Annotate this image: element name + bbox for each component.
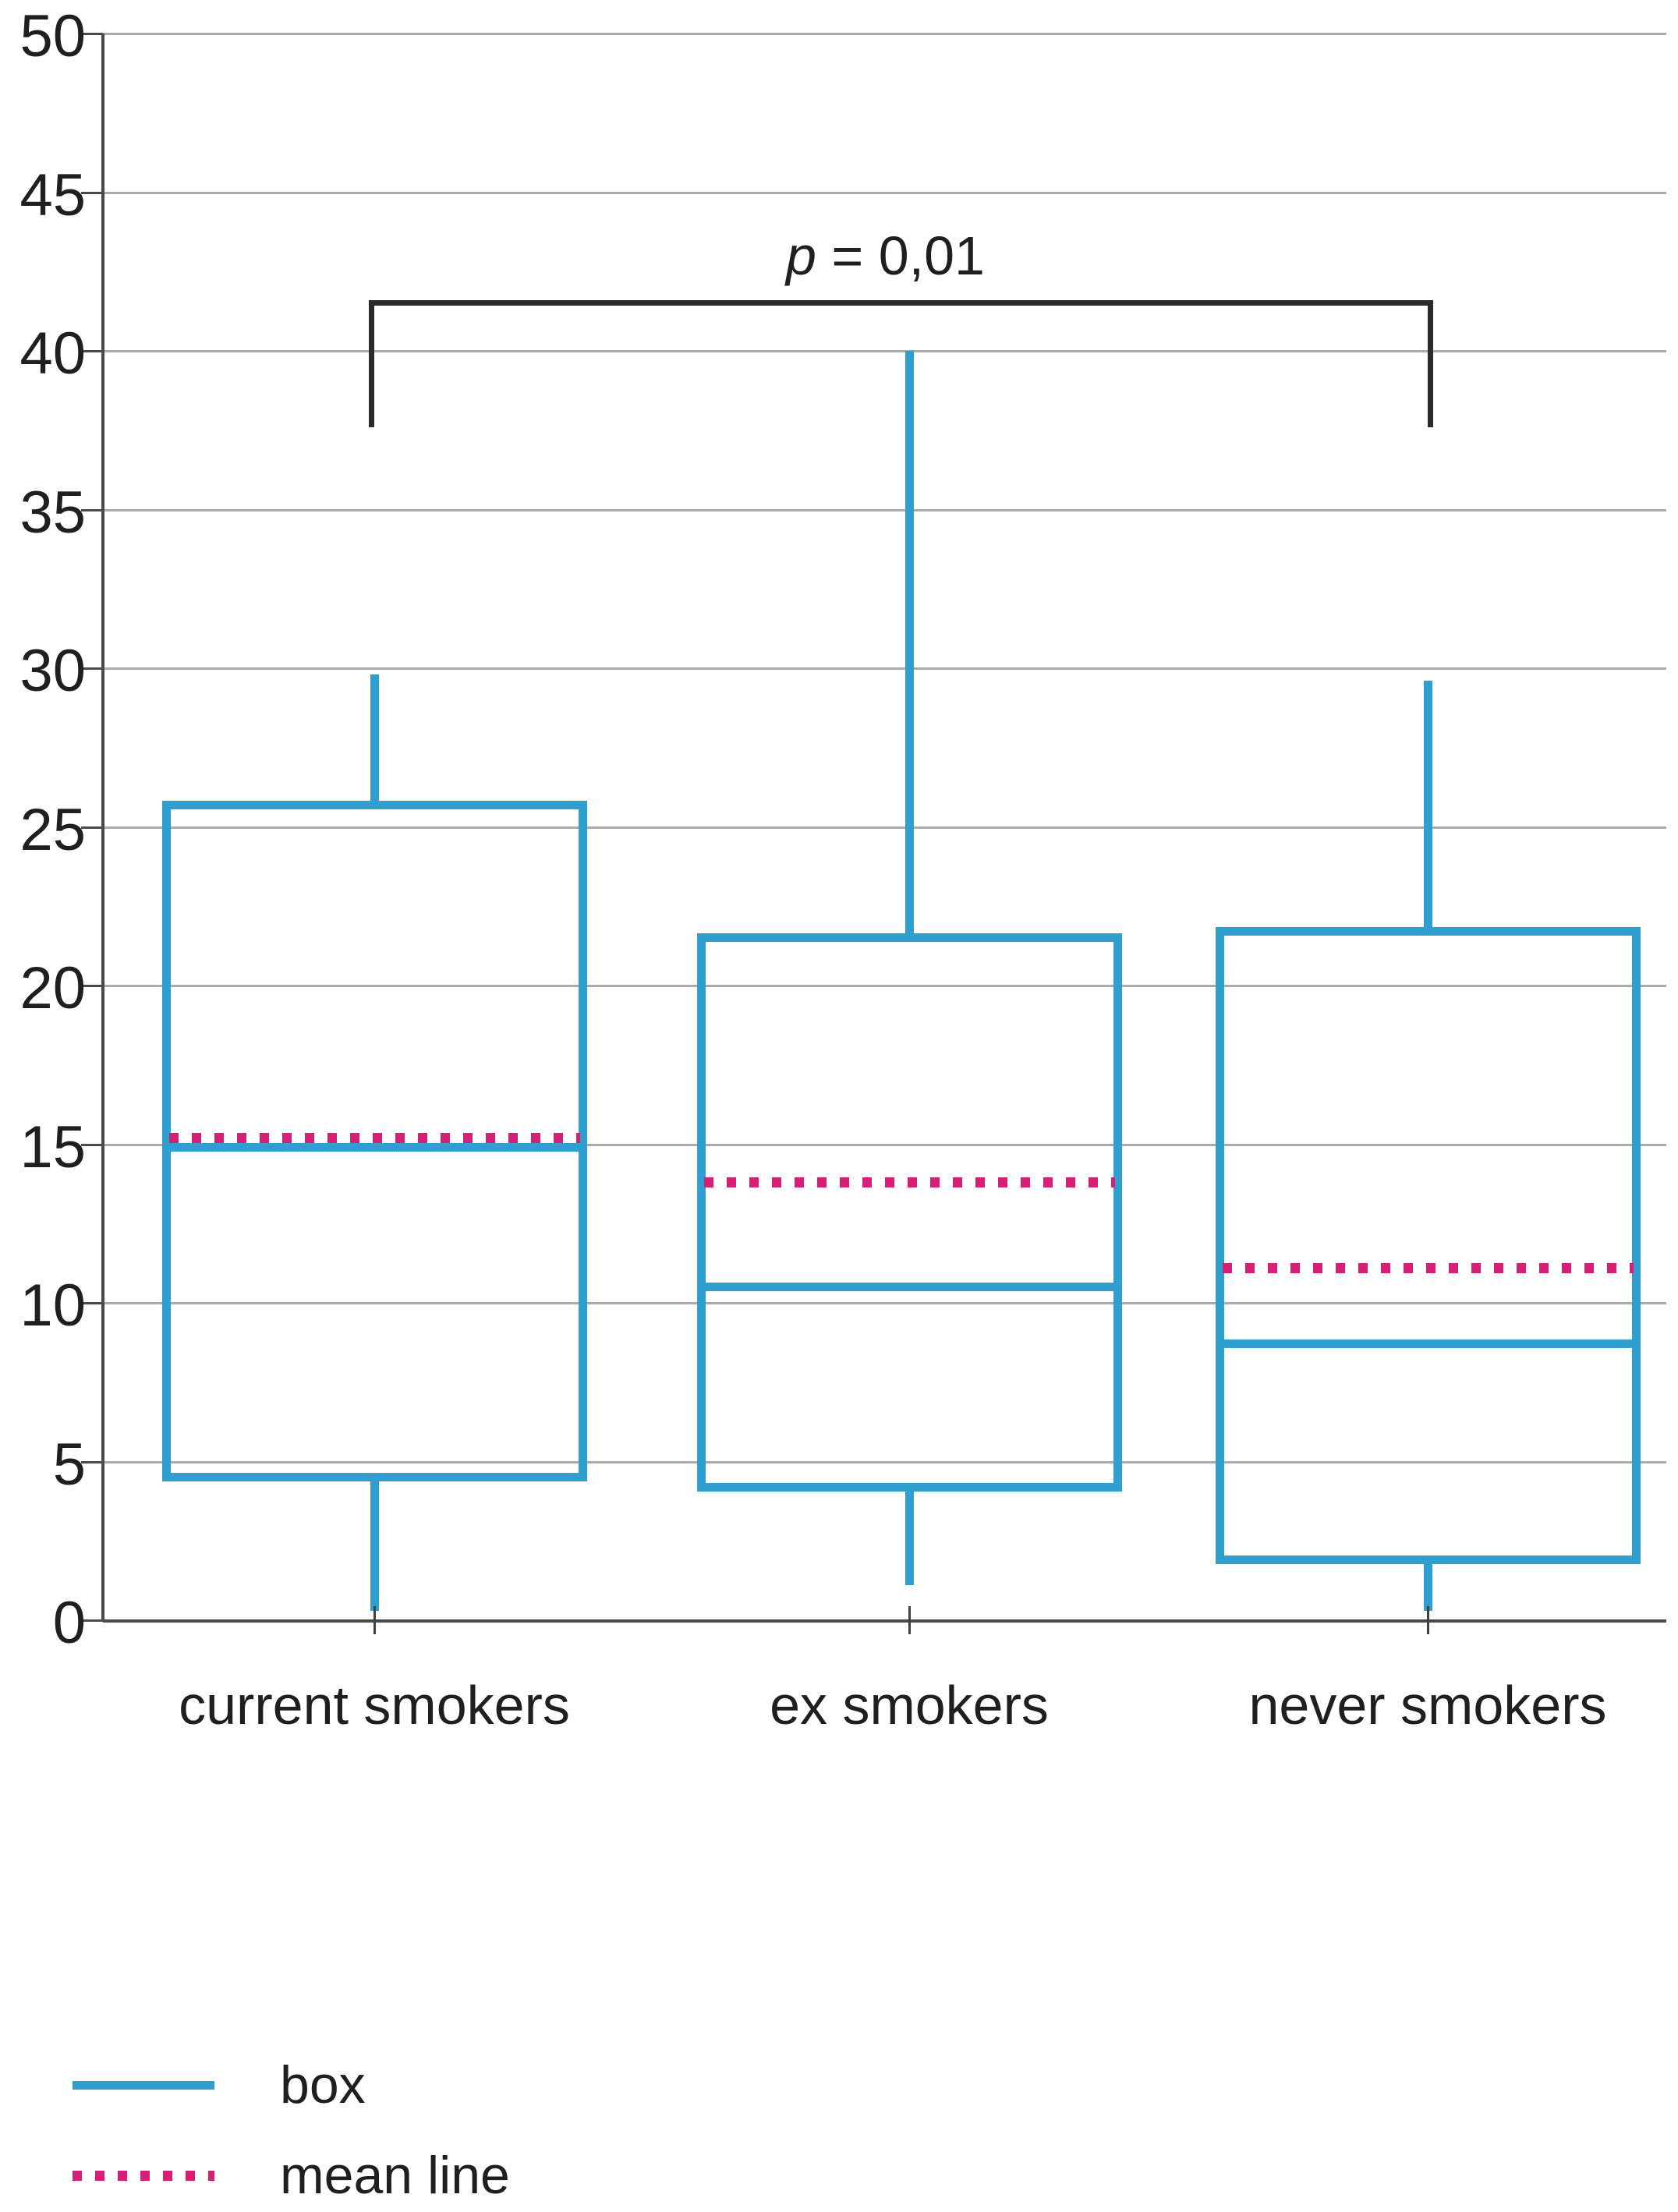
y-axis-tick-label: 25 [19, 796, 86, 863]
y-axis-tick-label: 10 [19, 1272, 86, 1339]
gridline [103, 1460, 1666, 1463]
box [1215, 927, 1641, 1565]
y-axis-tick [81, 350, 103, 352]
x-axis-tick [373, 1606, 376, 1634]
upper-whisker [370, 674, 379, 805]
legend-item-box: box [73, 2058, 366, 2111]
y-axis-tick-label: 15 [19, 1113, 86, 1180]
x-axis-category-label: never smokers [1248, 1675, 1607, 1736]
legend-item-mean-line: mean line [73, 2146, 510, 2205]
y-axis-line [101, 34, 104, 1622]
mean-line [703, 1177, 1115, 1188]
lower-whisker [904, 1487, 914, 1586]
x-axis-tick [1426, 1606, 1429, 1634]
significance-bracket [369, 299, 1433, 427]
y-axis-tick [81, 1143, 103, 1146]
x-axis-tick [908, 1606, 911, 1634]
gridline [103, 1302, 1666, 1304]
y-axis-tick-label: 20 [19, 955, 86, 1021]
x-axis-line [103, 1619, 1666, 1623]
y-axis-tick-label: 40 [19, 320, 86, 387]
median-line [161, 1143, 587, 1152]
y-axis-tick [81, 191, 103, 194]
p-value-label: p = 0,01 [786, 225, 985, 286]
box [696, 933, 1122, 1492]
y-axis-tick-label: 35 [19, 479, 86, 546]
upper-whisker [904, 351, 914, 938]
y-axis-tick-label: 0 [52, 1590, 86, 1656]
y-axis-tick [81, 33, 103, 35]
y-axis-tick [81, 1619, 103, 1622]
y-axis-tick-label: 30 [19, 638, 86, 704]
y-axis-tick [81, 1302, 103, 1304]
y-axis-tick [81, 985, 103, 987]
y-axis-tick [81, 826, 103, 829]
box [161, 800, 587, 1482]
lower-whisker [370, 1477, 379, 1611]
y-axis-tick-label: 50 [19, 3, 86, 69]
legend-box-swatch [73, 2080, 214, 2090]
gridline [103, 1143, 1666, 1146]
gridline [103, 33, 1666, 35]
gridline [103, 508, 1666, 511]
x-axis-category-label: ex smokers [770, 1675, 1049, 1736]
legend-mean-line-swatch [73, 2170, 214, 2181]
y-axis-tick [81, 1460, 103, 1463]
legend-box-label: box [280, 2055, 366, 2115]
legend-mean-line-label: mean line [280, 2146, 510, 2205]
gridline [103, 667, 1666, 670]
y-axis-tick [81, 508, 103, 511]
median-line [696, 1283, 1122, 1292]
mean-line [168, 1133, 580, 1144]
y-axis-tick [81, 667, 103, 670]
y-axis-tick-label: 5 [52, 1431, 86, 1498]
lower-whisker [1423, 1559, 1432, 1611]
gridline [103, 985, 1666, 987]
gridline [103, 191, 1666, 194]
y-axis-tick-label: 45 [19, 161, 86, 228]
upper-whisker [1423, 681, 1432, 932]
x-axis-category-label: current smokers [179, 1675, 570, 1736]
median-line [1215, 1340, 1641, 1349]
legend: box mean line [0, 2051, 1678, 2212]
mean-line [1222, 1263, 1634, 1274]
gridline [103, 350, 1666, 352]
gridline [103, 826, 1666, 829]
